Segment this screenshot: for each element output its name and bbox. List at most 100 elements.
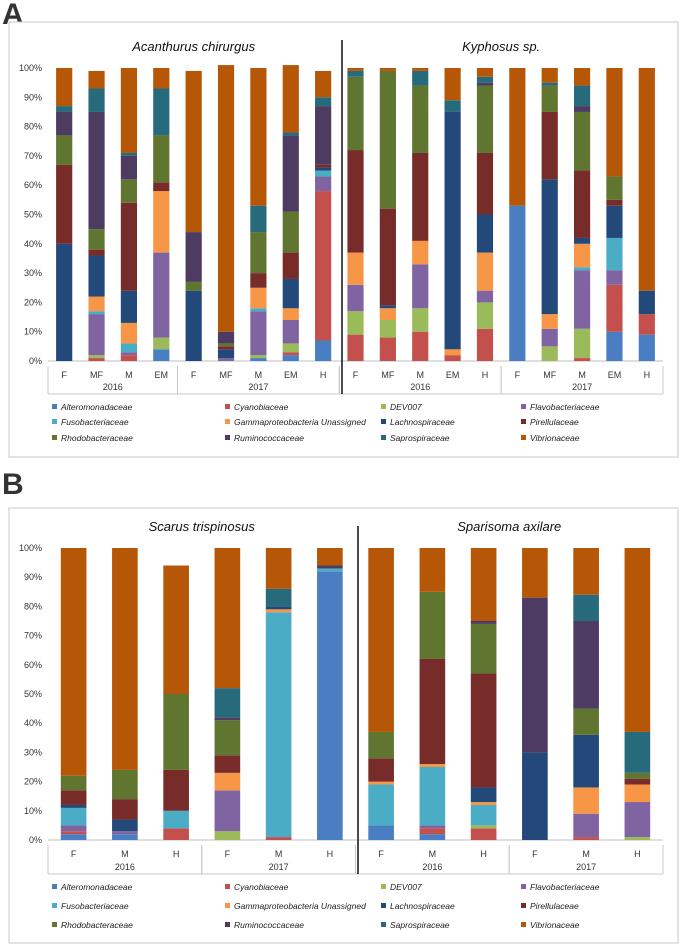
bar-segment-ruminococcaceae: [185, 232, 202, 282]
bar-segment-flavobacteriaceae: [282, 319, 299, 344]
bar-segment-vibrionaceae: [573, 68, 591, 86]
bar-segment-fusobacteriaceae: [419, 767, 446, 826]
bar-segment-cyanobiaceae: [470, 828, 497, 840]
bar-segment-rhodobacteraceae: [56, 135, 73, 165]
bar-segment-pirellulaceae: [88, 249, 105, 256]
bar-segment-flavobacteriaceae: [217, 358, 235, 361]
bar-segment-vibrionaceae: [315, 70, 332, 98]
legend-swatch: [521, 404, 526, 409]
x-category-label: M: [275, 849, 283, 859]
bar-segment-vibrionaceae: [60, 548, 87, 776]
bar-segment-lachnospiraceae: [112, 819, 138, 832]
bar-segment-gammaproteobacteria-unassigned: [476, 252, 494, 291]
x-category-label: H: [634, 849, 641, 859]
bar-segment-rhodobacteraceae: [573, 111, 591, 171]
bar-segment-cyanobiaceae: [88, 358, 105, 361]
bar-segment-gammaproteobacteria-unassigned: [412, 240, 429, 265]
y-tick-label: 10%: [24, 806, 42, 816]
bar-segment-lachnospiraceae: [522, 752, 548, 840]
bar-segment-vibrionaceae: [368, 548, 394, 732]
chart-panel-b: 0% 10% 20% 30% 40% 50% 60% 70% 80% 90% 100% F M H 2016…: [8, 507, 679, 944]
bar-segment-vibrionaceae: [419, 548, 446, 592]
legend-swatch: [52, 404, 57, 409]
bar-segment-cyanobiaceae: [315, 191, 332, 341]
x-category-label: F: [225, 849, 231, 859]
bar-segment-rhodobacteraceae: [412, 85, 429, 153]
y-tick-label: 0%: [29, 835, 42, 845]
legend-swatch: [381, 903, 386, 908]
bar-segment-alteromonadaceae: [606, 331, 623, 361]
bar-segment-dev007: [541, 346, 558, 361]
bar-segment-vibrionaceae: [412, 68, 429, 71]
x-category-label: F: [378, 849, 384, 859]
y-tick-label: 50%: [24, 210, 42, 220]
bar-segment-alteromonadaceae: [368, 825, 394, 840]
bar-segment-saprospiraceae: [214, 688, 241, 718]
bar-segment-gammaproteobacteria-unassigned: [541, 314, 558, 329]
bar-segment-vibrionaceae: [347, 68, 364, 71]
bar-segment-lachnospiraceae: [573, 734, 599, 788]
legend-swatch: [381, 435, 386, 440]
bar-segment-gammaproteobacteria-unassigned: [153, 191, 170, 253]
bar-segment-pirellulaceae: [56, 164, 73, 244]
bar-segment-vibrionaceae: [444, 68, 461, 101]
legend-label: Gammaproteobacteria Unassigned: [234, 901, 366, 911]
bar-segment-pirellulaceae: [347, 150, 364, 253]
y-tick-label: 100%: [19, 63, 42, 73]
bar-segment-dev007: [476, 302, 494, 329]
year-label: 2016: [103, 382, 123, 392]
bar-segment-alteromonadaceae: [509, 205, 526, 361]
bar-segment-lachnospiraceae: [60, 804, 87, 808]
bar-segment-pirellulaceae: [163, 769, 189, 811]
legend-swatch: [225, 922, 230, 927]
bar-segment-vibrionaceae: [112, 548, 138, 770]
y-tick-label: 60%: [24, 180, 42, 190]
bar-segment-lachnospiraceae: [476, 214, 494, 253]
legend-swatch: [521, 884, 526, 889]
legend-label: Rhodobacteraceae: [61, 433, 133, 443]
bar-segment-dev007: [153, 337, 170, 350]
bar-segment-pirellulaceae: [606, 199, 623, 206]
bar-segment-vibrionaceae: [56, 68, 73, 107]
bar-segment-alteromonadaceae: [419, 834, 446, 840]
x-category-label: MF: [90, 370, 103, 380]
legend-label: Rhodobacteraceae: [61, 920, 133, 930]
bar-segment-gammaproteobacteria-unassigned: [444, 349, 461, 356]
bar-segment-dev007: [379, 319, 396, 338]
x-category-label: M: [121, 849, 129, 859]
bar-segment-flavobacteriaceae: [624, 802, 651, 838]
legend-label: Ruminococcaceae: [234, 433, 304, 443]
legend-label: Fusobacteriaceae: [61, 417, 129, 427]
bar-segment-vibrionaceae: [282, 65, 299, 133]
bar-segment-pirellulaceae: [379, 208, 396, 306]
bar-segment-lachnospiraceae: [606, 205, 623, 238]
bar-segment-alteromonadaceae: [282, 355, 299, 361]
x-category-label: H: [482, 370, 489, 380]
bar-segment-lachnospiraceae: [282, 278, 299, 309]
year-label: 2017: [572, 382, 592, 392]
legend-label: Vibrionaceae: [530, 433, 580, 443]
species-title: Sparisoma axilare: [457, 519, 561, 534]
bar-segment-flavobacteriaceae: [347, 284, 364, 312]
bar-segment-gammaproteobacteria-unassigned: [470, 802, 497, 805]
bar-segment-saprospiraceae: [315, 97, 332, 107]
bar-segment-flavobacteriaceae: [153, 252, 170, 338]
bar-segment-gammaproteobacteria-unassigned: [214, 772, 241, 791]
bar-segment-alteromonadaceae: [638, 334, 655, 361]
legend-swatch: [521, 903, 526, 908]
bar-segment-saprospiraceae: [282, 132, 299, 136]
bar-segment-rhodobacteraceae: [573, 708, 599, 735]
bar-segment-vibrionaceae: [317, 548, 343, 566]
bar-segment-rhodobacteraceae: [368, 731, 394, 759]
y-tick-label: 50%: [24, 689, 42, 699]
bar-segment-alteromonadaceae: [317, 571, 343, 840]
year-label: 2017: [248, 382, 268, 392]
bar-segment-vibrionaceae: [185, 70, 202, 233]
bar-segment-rhodobacteraceae: [88, 229, 105, 250]
bar-segment-saprospiraceae: [120, 152, 138, 156]
x-category-label: EM: [284, 370, 298, 380]
legend-label: Pirellulaceae: [530, 417, 579, 427]
bar-segment-cyanobiaceae: [419, 828, 446, 835]
y-tick-label: 80%: [24, 122, 42, 132]
